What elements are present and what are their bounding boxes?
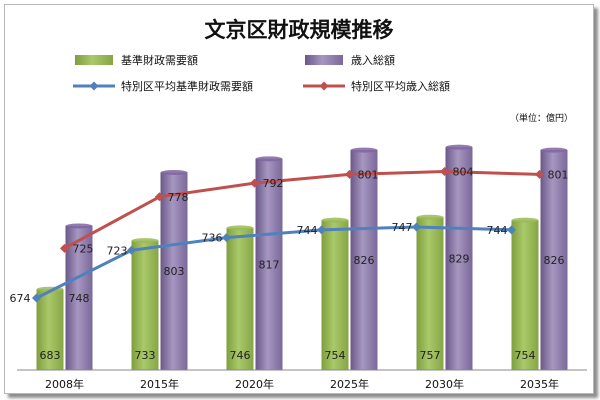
bar-sainyu-3 <box>350 150 378 370</box>
bar-cap <box>321 217 349 223</box>
bar-kijun-2 <box>226 227 254 370</box>
line-value-label: 778 <box>168 191 189 204</box>
bar-value-label: 826 <box>354 254 375 267</box>
line-value-label: 723 <box>107 244 128 257</box>
data-labels-layer: 683 748 733 803 746 817 754 826 757 829 754 826 674 7… <box>10 165 569 362</box>
x-axis: 2008年 2015年 2020年 2025年 2030年 2035年 <box>17 369 587 391</box>
bar-kijun-4 <box>416 217 444 370</box>
legend-marker <box>319 81 329 91</box>
bar-cap <box>65 223 93 229</box>
bar-value-label: 746 <box>230 349 251 362</box>
line-value-label: 792 <box>263 177 284 190</box>
chart-frame: 文京区財政規模推移 （単位：億円） 基準財政需要額 歳入総額特別区平均基準財政需要… <box>4 4 594 394</box>
bar-kijun-0 <box>36 289 64 370</box>
line-value-label: 801 <box>548 168 569 181</box>
legend-item: 歳入総額 <box>305 53 395 67</box>
bar-cap <box>511 217 539 223</box>
line-marker <box>155 192 164 202</box>
legend-item: 特別区平均基準財政需要額 <box>73 79 253 93</box>
legend-label: 特別区平均基準財政需要額 <box>121 79 253 93</box>
line-value-label: 736 <box>202 232 223 245</box>
line-marker <box>222 233 231 243</box>
bar-cap <box>416 214 444 220</box>
bar-value-label: 803 <box>164 265 185 278</box>
bar-cap <box>445 144 473 150</box>
bar-value-label: 829 <box>449 253 470 266</box>
legend-item: 基準財政需要額 <box>75 53 198 67</box>
bar-sainyu-4 <box>445 147 473 370</box>
bar-value-label: 817 <box>259 258 280 271</box>
line-value-label: 804 <box>453 165 474 178</box>
line-marker <box>440 166 449 176</box>
bar-value-label: 683 <box>40 349 61 362</box>
line-marker <box>507 225 516 235</box>
line-avg-kijun <box>35 225 512 300</box>
bar-kijun-5 <box>511 220 539 370</box>
line-avg-sainyu <box>63 169 540 250</box>
line-marker <box>535 169 544 179</box>
legend-label: 特別区平均歳入総額 <box>351 79 450 93</box>
bar-value-label: 733 <box>135 349 156 362</box>
x-tick-label: 2020年 <box>235 377 274 391</box>
chart-title: 文京区財政規模推移 <box>205 18 394 42</box>
bar-value-label: 748 <box>69 292 90 305</box>
line-value-label: 744 <box>487 224 508 237</box>
line-marker <box>32 293 41 303</box>
bar-value-label: 757 <box>420 349 441 362</box>
line-marker <box>60 243 69 253</box>
bar-value-label: 754 <box>325 349 346 362</box>
legend-marker <box>89 81 99 91</box>
bar-cap <box>350 147 378 153</box>
bar-sainyu-5 <box>540 150 568 370</box>
x-tick-label: 2008年 <box>45 377 84 391</box>
legend-item: 特別区平均歳入総額 <box>303 79 450 93</box>
unit-label: （単位：億円） <box>510 112 573 124</box>
bar-kijun-1 <box>131 240 159 370</box>
x-tick-label: 2015年 <box>140 377 179 391</box>
line-value-label: 744 <box>297 224 318 237</box>
line-value-label: 747 <box>392 221 413 234</box>
bar-cap <box>160 169 188 175</box>
bar-cap <box>131 238 159 244</box>
bar-kijun-3 <box>321 220 349 370</box>
legend-label: 歳入総額 <box>351 53 395 67</box>
bar-sainyu-2 <box>255 158 283 370</box>
legend-label: 基準財政需要額 <box>121 53 198 67</box>
bars-layer <box>36 144 568 370</box>
lines-layer <box>32 166 544 303</box>
line-marker <box>250 178 259 188</box>
line-marker <box>345 169 354 179</box>
bar-sainyu-0 <box>65 225 93 370</box>
bar-cap <box>226 225 254 231</box>
line-marker <box>127 245 136 255</box>
bar-value-label: 826 <box>544 254 565 267</box>
line-value-label: 674 <box>10 292 31 305</box>
chart-svg: 文京区財政規模推移 （単位：億円） 基準財政需要額 歳入総額特別区平均基準財政需要… <box>10 18 587 391</box>
x-tick-label: 2025年 <box>330 377 369 391</box>
line-value-label: 725 <box>73 242 94 255</box>
bar-cap <box>540 147 568 153</box>
legend-swatch <box>305 55 343 65</box>
line-marker <box>317 225 326 235</box>
line-marker <box>412 222 421 232</box>
bar-sainyu-1 <box>160 172 188 370</box>
bar-value-label: 754 <box>515 349 536 362</box>
legend-swatch <box>75 55 113 65</box>
line-value-label: 801 <box>358 168 379 181</box>
bar-cap <box>255 156 283 162</box>
x-tick-label: 2035年 <box>520 377 559 391</box>
x-tick-label: 2030年 <box>425 377 464 391</box>
